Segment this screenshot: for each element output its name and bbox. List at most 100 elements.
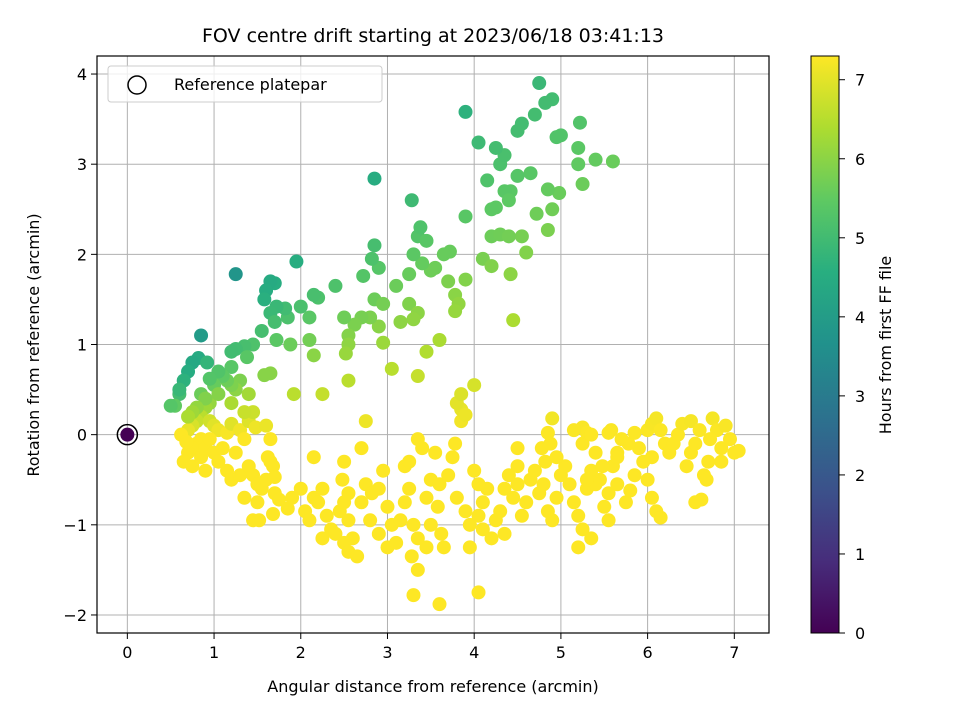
- data-point: [302, 332, 317, 347]
- data-point: [202, 432, 217, 447]
- data-point: [233, 468, 248, 483]
- data-point: [471, 508, 486, 523]
- data-point: [670, 427, 685, 442]
- data-point: [240, 350, 255, 365]
- data-point: [510, 459, 525, 474]
- data-point: [215, 441, 230, 456]
- data-point: [380, 499, 395, 514]
- data-point: [259, 418, 274, 433]
- data-point: [406, 588, 421, 603]
- legend-box: [107, 65, 383, 103]
- data-point: [527, 463, 542, 478]
- data-point: [566, 495, 581, 510]
- x-axis-label: Angular distance from reference (arcmin): [267, 677, 598, 696]
- data-point: [434, 526, 449, 541]
- data-point: [376, 463, 391, 478]
- data-point: [458, 504, 473, 519]
- x-tick-label: 2: [296, 643, 306, 662]
- data-point: [588, 152, 603, 167]
- data-point: [510, 123, 525, 138]
- data-point: [423, 517, 438, 532]
- data-point: [406, 312, 421, 327]
- data-point: [198, 391, 213, 406]
- data-point: [527, 107, 542, 122]
- data-point: [649, 411, 664, 426]
- data-point: [618, 495, 633, 510]
- data-point: [532, 76, 547, 91]
- data-point: [211, 454, 226, 469]
- data-point: [714, 454, 729, 469]
- data-point: [266, 506, 281, 521]
- data-point: [347, 317, 362, 332]
- data-point: [552, 186, 567, 201]
- data-point: [341, 486, 356, 501]
- data-point: [566, 423, 581, 438]
- data-point: [354, 441, 369, 456]
- data-point: [584, 427, 599, 442]
- data-point: [448, 436, 463, 451]
- data-point: [354, 495, 369, 510]
- data-point: [280, 501, 295, 516]
- legend-marker-icon: [127, 75, 147, 95]
- data-point: [571, 508, 586, 523]
- data-point: [263, 432, 278, 447]
- data-point: [679, 459, 694, 474]
- data-point: [315, 531, 330, 546]
- data-point: [471, 477, 486, 492]
- data-point: [410, 562, 425, 577]
- data-point: [484, 531, 499, 546]
- data-point: [404, 193, 419, 208]
- data-point: [644, 450, 659, 465]
- y-tick-label: 1: [77, 336, 87, 355]
- colorbar-gradient: [811, 56, 839, 633]
- data-point: [228, 267, 243, 282]
- data-point: [475, 495, 490, 510]
- data-point: [605, 154, 620, 169]
- data-point: [545, 202, 560, 217]
- data-point: [523, 166, 538, 181]
- data-point: [514, 508, 529, 523]
- data-point: [267, 314, 282, 329]
- legend-label: Reference platepar: [174, 75, 327, 94]
- data-point: [200, 355, 215, 370]
- data-point: [519, 495, 534, 510]
- data-point: [601, 486, 616, 501]
- data-point: [545, 513, 560, 528]
- y-tick-label: 3: [77, 155, 87, 174]
- data-point: [536, 477, 551, 492]
- data-point: [286, 387, 301, 402]
- data-point: [584, 531, 599, 546]
- data-point: [722, 432, 737, 447]
- data-point: [250, 495, 265, 510]
- data-point: [572, 115, 587, 130]
- data-point: [493, 504, 508, 519]
- data-point: [688, 436, 703, 451]
- data-point: [293, 299, 308, 314]
- data-point: [328, 526, 343, 541]
- data-point: [454, 387, 469, 402]
- data-point: [501, 193, 516, 208]
- colorbar-tick-label: 4: [855, 308, 865, 327]
- data-point: [610, 477, 625, 492]
- data-point: [610, 450, 625, 465]
- data-point: [462, 540, 477, 555]
- data-point: [163, 398, 178, 413]
- data-point: [269, 332, 284, 347]
- data-point: [441, 468, 456, 483]
- data-point: [432, 597, 447, 612]
- data-point: [540, 182, 555, 197]
- data-point: [430, 499, 445, 514]
- data-point: [402, 296, 417, 311]
- data-point: [306, 348, 321, 363]
- y-axis-label: Rotation from reference (arcmin): [24, 213, 43, 476]
- data-point: [224, 344, 239, 359]
- data-point: [367, 171, 382, 186]
- data-point: [252, 513, 267, 528]
- data-point: [406, 517, 421, 532]
- colorbar: 0 1 2 3 4 5 6 7 Hours from first FF file: [810, 55, 895, 643]
- colorbar-tick-label: 7: [855, 71, 865, 90]
- data-point: [448, 304, 463, 319]
- y-tick-label: 0: [77, 426, 87, 445]
- x-tick-label: 0: [122, 643, 132, 662]
- data-point: [335, 472, 350, 487]
